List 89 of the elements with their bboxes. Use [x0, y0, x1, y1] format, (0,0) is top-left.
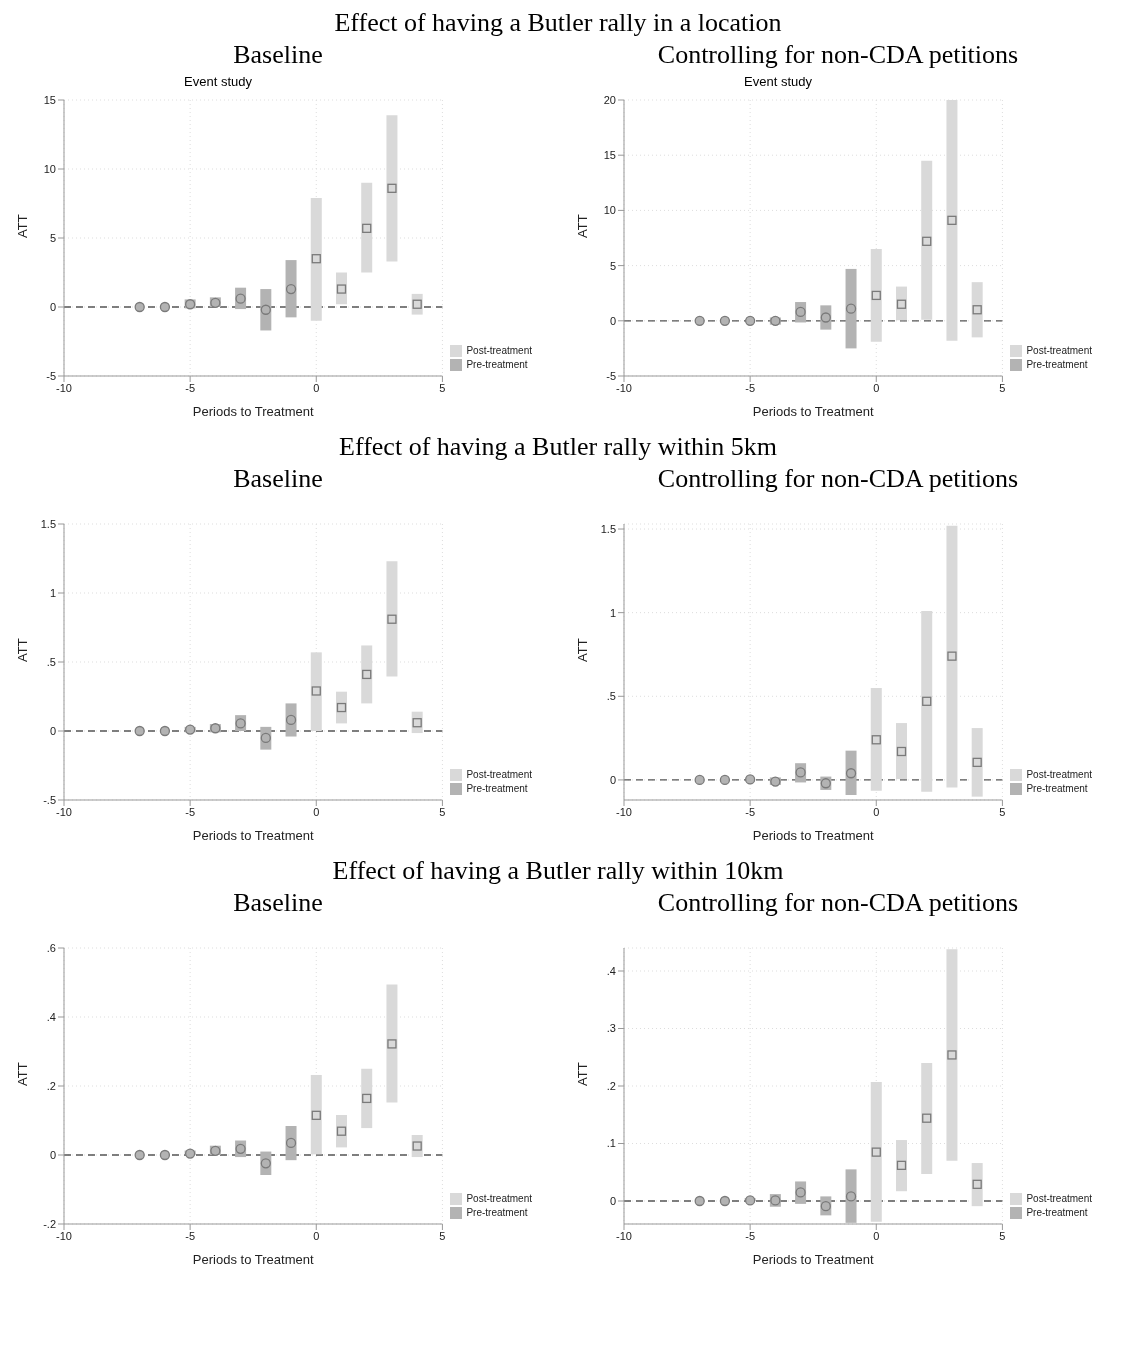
- x-tick-label: -10: [616, 805, 632, 818]
- legend-label: Pre-treatment: [466, 783, 528, 794]
- y-tick-label: 20: [603, 93, 616, 106]
- legend-label: Post-treatment: [1026, 345, 1092, 356]
- y-tick-label: .5: [606, 690, 616, 703]
- chart-title: Baseline: [232, 888, 324, 919]
- legend-label: Post-treatment: [1026, 1193, 1092, 1204]
- legend-label: Pre-treatment: [466, 1207, 528, 1218]
- legend-label: Pre-treatment: [1026, 1207, 1088, 1218]
- x-tick-label: 5: [439, 805, 446, 818]
- y-tick-label: 5: [609, 259, 616, 272]
- legend-label: Post-treatment: [466, 769, 532, 780]
- y-axis-title: ATT: [14, 638, 30, 662]
- y-tick-label: 5: [49, 231, 56, 244]
- x-tick-label: 5: [999, 805, 1006, 818]
- x-tick-label: -10: [616, 381, 632, 394]
- y-tick-label: 10: [43, 162, 56, 175]
- x-tick-label: 5: [999, 1229, 1006, 1242]
- legend-label: Pre-treatment: [1026, 783, 1088, 794]
- legend-label: Pre-treatment: [466, 359, 528, 370]
- y-tick-label: .3: [606, 1022, 616, 1035]
- y-tick-label: -5: [46, 369, 56, 382]
- y-tick-label: .4: [606, 964, 616, 977]
- x-axis-title: Periods to Treatment: [192, 1252, 314, 1267]
- y-tick-label: 10: [603, 204, 616, 217]
- y-tick-label: 1: [609, 606, 616, 619]
- y-tick-label: 0: [49, 724, 56, 737]
- y-tick-label: .1: [606, 1137, 616, 1150]
- chart-title: Controlling for non-CDA petitions: [656, 40, 1020, 71]
- x-tick-label: -5: [185, 381, 196, 394]
- y-tick-label: 0: [609, 314, 616, 327]
- x-axis-title: Periods to Treatment: [752, 404, 874, 419]
- chart-title: Baseline: [232, 464, 324, 495]
- y-tick-label: 15: [43, 93, 56, 106]
- legend-label: Pre-treatment: [1026, 359, 1088, 370]
- x-axis-title: Periods to Treatment: [192, 828, 314, 843]
- x-tick-label: 0: [873, 381, 880, 394]
- y-tick-label: 0: [609, 1194, 616, 1207]
- y-tick-label: 15: [603, 149, 616, 162]
- x-tick-label: -10: [56, 1229, 72, 1242]
- x-tick-label: 5: [439, 381, 446, 394]
- text: Effect of having a Butler rally in a location: [333, 8, 783, 39]
- y-tick-label: -.5: [43, 793, 56, 806]
- text: Effect of having a Butler rally within 10km: [331, 856, 785, 887]
- x-tick-label: -5: [745, 1229, 756, 1242]
- chart-subtitle: Event study: [184, 74, 252, 89]
- y-tick-label: .5: [46, 655, 56, 668]
- x-tick-label: 0: [313, 1229, 320, 1242]
- y-tick-label: -5: [606, 369, 616, 382]
- x-tick-label: 0: [873, 805, 880, 818]
- chart-title: Baseline: [232, 40, 324, 71]
- chart-subtitle: Event study: [744, 74, 812, 89]
- x-axis-title: Periods to Treatment: [192, 404, 314, 419]
- y-tick-label: 0: [609, 773, 616, 786]
- x-tick-label: -10: [56, 805, 72, 818]
- x-tick-label: 0: [313, 381, 320, 394]
- y-tick-label: 1: [49, 586, 56, 599]
- x-tick-label: -10: [56, 381, 72, 394]
- y-tick-label: 1.5: [40, 517, 56, 530]
- y-tick-label: -.2: [43, 1217, 56, 1230]
- y-tick-label: .2: [46, 1079, 56, 1092]
- text: Effect of having a Butler rally within 5km: [338, 432, 778, 463]
- y-axis-title: ATT: [574, 638, 590, 662]
- y-tick-label: 0: [49, 300, 56, 313]
- legend-label: Post-treatment: [1026, 769, 1092, 780]
- x-tick-label: 0: [873, 1229, 880, 1242]
- x-tick-label: 0: [313, 805, 320, 818]
- y-tick-label: .6: [46, 941, 56, 954]
- x-axis-title: Periods to Treatment: [752, 828, 874, 843]
- y-tick-label: .4: [46, 1010, 56, 1023]
- x-tick-label: -5: [745, 805, 756, 818]
- x-tick-label: 5: [999, 381, 1006, 394]
- y-tick-label: 1.5: [600, 522, 616, 535]
- y-tick-label: .2: [606, 1079, 616, 1092]
- y-tick-label: 0: [49, 1148, 56, 1161]
- legend-label: Post-treatment: [466, 1193, 532, 1204]
- chart-title: Controlling for non-CDA petitions: [656, 464, 1020, 495]
- x-tick-label: -5: [745, 381, 756, 394]
- chart-title: Controlling for non-CDA petitions: [656, 888, 1020, 919]
- x-tick-label: -5: [185, 805, 196, 818]
- legend-label: Post-treatment: [466, 345, 532, 356]
- y-axis-title: ATT: [574, 214, 590, 238]
- y-axis-title: ATT: [14, 1062, 30, 1086]
- y-axis-title: ATT: [574, 1062, 590, 1086]
- x-axis-title: Periods to Treatment: [752, 1252, 874, 1267]
- x-tick-label: -10: [616, 1229, 632, 1242]
- x-tick-label: -5: [185, 1229, 196, 1242]
- x-tick-label: 5: [439, 1229, 446, 1242]
- y-axis-title: ATT: [14, 214, 30, 238]
